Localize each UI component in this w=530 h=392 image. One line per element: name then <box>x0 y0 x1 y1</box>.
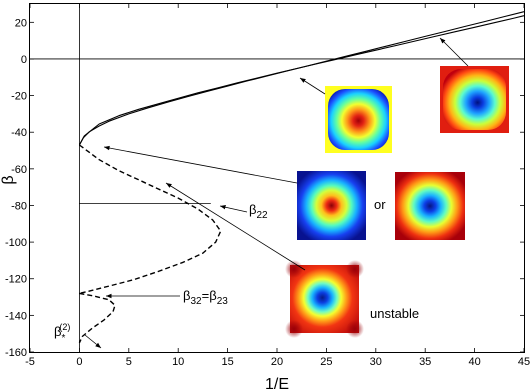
pointer-to-dashed-branch <box>165 182 306 271</box>
y-tick-label: -40 <box>11 127 27 139</box>
pointer-to-fold-point <box>103 145 298 184</box>
beta22-label: β22 <box>249 202 268 221</box>
y-tick-label: 0 <box>21 54 27 66</box>
or-label: or <box>374 197 386 212</box>
inset-square-mode-yellow <box>325 86 392 153</box>
series-4-dashed-line <box>78 292 116 344</box>
series-3-dashed-line <box>78 144 222 295</box>
pointer-beta22 <box>219 205 248 213</box>
x-axis-label: 1/E <box>265 376 289 392</box>
inset-ring-mode-blue <box>297 171 366 240</box>
y-tick-label: -100 <box>5 237 27 249</box>
x-tick-label: 15 <box>221 356 233 368</box>
beta32-label: β32=β23 <box>183 288 228 307</box>
y-tick-label: -140 <box>5 310 27 322</box>
x-tick-label: 45 <box>518 356 530 368</box>
x-tick-label: 10 <box>172 356 184 368</box>
pointer-betastar <box>84 334 102 349</box>
series-2-solid-line <box>78 11 525 146</box>
inset-square-mode-red <box>440 66 509 133</box>
axis-ticks: -5 0 5 10 15 20 25 30 35 40 45 20 0 -20 -40 -60 -80 -100 -… <box>5 4 530 368</box>
x-tick-label: 30 <box>370 356 382 368</box>
y-tick-label: -80 <box>11 200 27 212</box>
beta-star-label: β*(2) <box>54 322 70 344</box>
x-tick-label: -5 <box>25 356 35 368</box>
x-tick-label: 0 <box>76 356 82 368</box>
y-axis-label: β <box>0 175 17 184</box>
x-tick-label: 20 <box>271 356 283 368</box>
y-tick-label: 20 <box>15 17 27 29</box>
x-tick-label: 35 <box>419 356 431 368</box>
y-tick-label: -20 <box>11 91 27 103</box>
pointer-to-upper-branch-right <box>439 37 469 67</box>
pointer-lines <box>84 37 469 349</box>
y-tick-label: -160 <box>5 347 27 359</box>
data-series <box>78 11 525 344</box>
pointer-to-upper-branch-left <box>299 77 326 95</box>
x-tick-label: 40 <box>468 356 480 368</box>
inset-ring-mode-red <box>395 172 465 240</box>
unstable-label: unstable <box>370 306 419 321</box>
plot-frame <box>29 3 525 353</box>
x-tick-label: 5 <box>126 356 132 368</box>
x-tick-label: 25 <box>320 356 332 368</box>
inset-unstable-mode <box>285 260 364 338</box>
y-tick-label: -60 <box>11 164 27 176</box>
y-tick-label: -120 <box>5 274 27 286</box>
